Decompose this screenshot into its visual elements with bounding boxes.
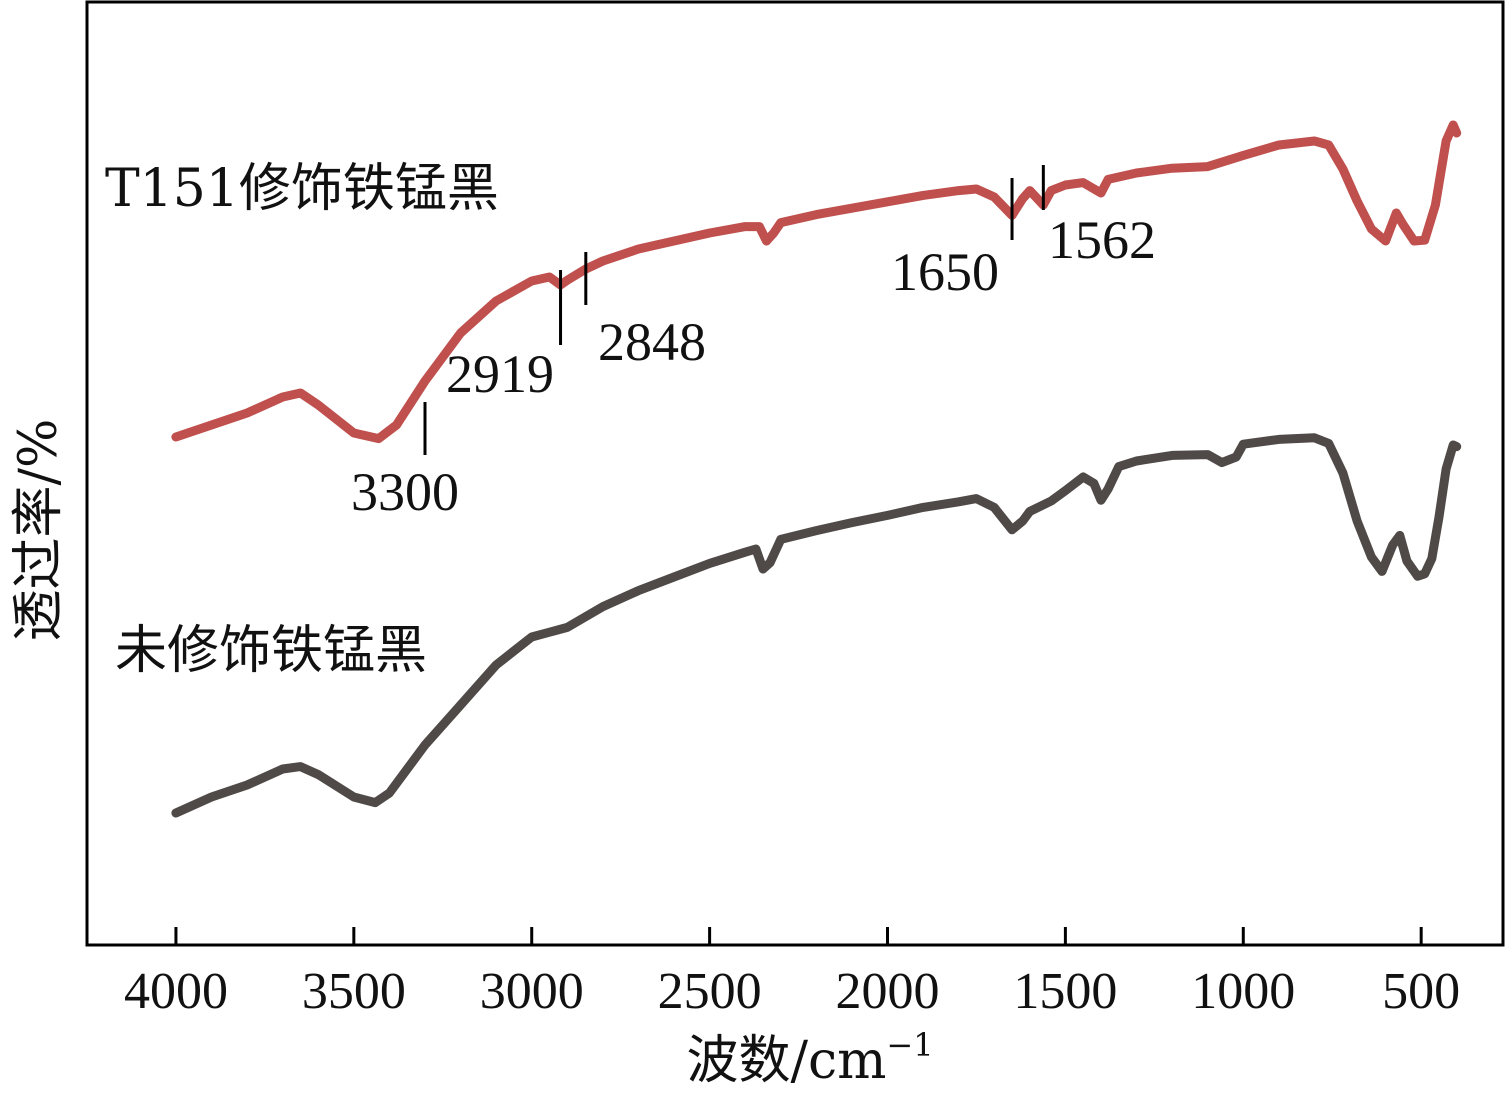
x-axis-title-superscript: −1: [886, 1026, 933, 1064]
y-axis-title: 透过率/%: [9, 419, 69, 642]
plot-frame: [85, 0, 1505, 947]
x-tick-label: 3000: [480, 963, 584, 1020]
annotation-label: 3300: [351, 462, 459, 522]
x-axis-title: 波数/cm−1: [686, 1026, 933, 1091]
x-tick-label: 2000: [836, 963, 940, 1020]
x-tick-label: 1000: [1191, 963, 1295, 1020]
x-tick-label: 2500: [658, 963, 762, 1020]
x-axis-title-main: 波数/cm: [686, 1031, 886, 1091]
x-tick-label: 1500: [1013, 963, 1117, 1020]
annotation-label: 2919: [446, 344, 554, 404]
series-label-modified: T151修饰铁锰黑: [105, 159, 499, 219]
series-group: [171, 120, 1462, 818]
series-label-unmodified: 未修饰铁锰黑: [115, 621, 427, 681]
x-tick-label: 4000: [124, 963, 228, 1020]
x-tick-label: 500: [1382, 963, 1460, 1020]
annotation-group: 3300 2919 2848 1650 1562: [351, 165, 1156, 522]
x-tick-label: 3500: [302, 963, 406, 1020]
x-axis-ticks: 4000 3500 3000 2500 2000 1500 1000 500: [124, 927, 1460, 1020]
annotation-label: 1562: [1048, 210, 1156, 270]
annotation-label: 1650: [891, 242, 999, 302]
annotation-label: 2848: [598, 312, 706, 372]
series-line-unmodified: [171, 433, 1462, 818]
series-line-modified: [171, 120, 1462, 444]
